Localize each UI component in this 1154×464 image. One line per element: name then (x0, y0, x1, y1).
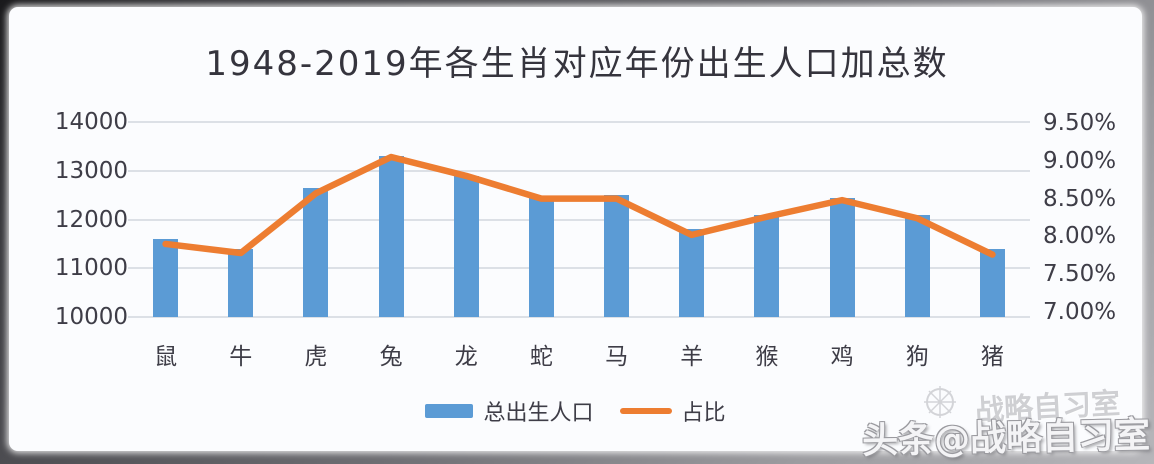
bar (679, 229, 705, 317)
x-axis-label: 牛 (229, 344, 253, 370)
bar (153, 239, 179, 317)
bar (303, 187, 329, 317)
legend: 总出生人口 占比 (9, 396, 1142, 426)
bar (754, 214, 780, 317)
x-axis-label: 虎 (304, 344, 328, 370)
watermark-main-text: 头条@战略自习室 (861, 414, 1151, 463)
legend-item: 占比 (619, 395, 726, 427)
legend-bar-swatch (425, 404, 474, 418)
gridline (128, 316, 1030, 318)
x-axis-label: 蛇 (529, 344, 553, 370)
bar (829, 197, 855, 317)
legend-item: 总出生人口 (425, 395, 594, 427)
x-axis-label: 猴 (755, 344, 779, 370)
bar (228, 248, 254, 317)
right-axis-tick: 7.00% (1043, 299, 1117, 325)
x-axis-label: 羊 (680, 344, 704, 370)
gridline (128, 121, 1030, 123)
right-axis-tick: 8.50% (1043, 185, 1117, 212)
legend-label: 占比 (681, 401, 726, 426)
left-axis-tick: 10000 (54, 304, 128, 330)
gridline (128, 169, 1030, 172)
right-axis-tick: 8.00% (1043, 223, 1117, 250)
chart-title: 1948-2019年各生肖对应年份出生人口加总数 (205, 44, 949, 84)
x-axis-label: 猪 (980, 344, 1004, 370)
bar (528, 197, 554, 317)
x-axis-label: 狗 (905, 344, 929, 370)
left-axis-tick: 11000 (54, 255, 128, 282)
legend-label: 总出生人口 (483, 401, 594, 426)
bar (604, 195, 630, 317)
left-axis-tick: 12000 (54, 206, 128, 233)
x-axis-label: 龙 (454, 344, 478, 370)
legend-line-swatch (619, 408, 672, 414)
compass-watermark-icon (924, 386, 956, 418)
bar (453, 175, 479, 317)
left-axis-tick: 13000 (54, 157, 128, 184)
x-axis-label: 鸡 (830, 344, 854, 370)
gridline (128, 218, 1030, 221)
x-axis-label: 鼠 (154, 344, 178, 370)
bar (378, 156, 404, 317)
right-axis-tick: 9.50% (1043, 110, 1117, 136)
x-axis-label: 兔 (379, 344, 403, 370)
right-axis-tick: 7.50% (1043, 261, 1117, 288)
bar (904, 214, 930, 317)
right-axis-tick: 9.00% (1043, 147, 1117, 174)
left-axis-tick: 14000 (54, 109, 128, 135)
bar (979, 248, 1005, 317)
x-axis-label: 马 (605, 344, 629, 370)
gridline (128, 267, 1030, 270)
